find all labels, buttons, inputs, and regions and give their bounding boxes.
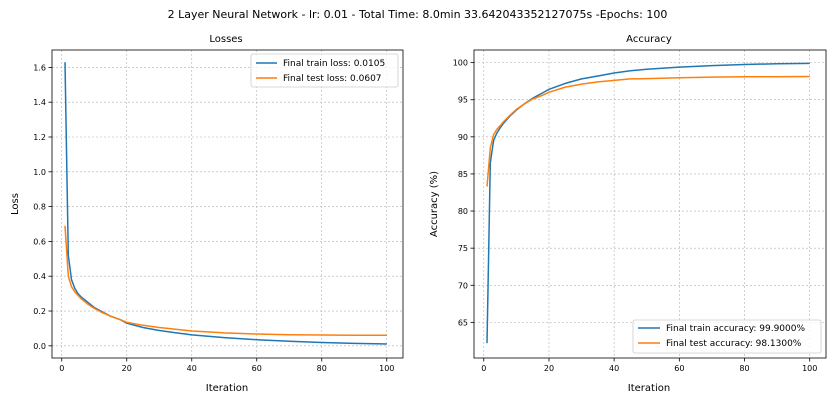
accuracy-xlabel: Iteration [628,383,670,394]
accuracy-xtick-label: 0 [481,364,486,373]
losses-series-test-line [64,225,387,337]
losses-ytick-label: 0.4 [33,272,46,281]
accuracy-panel: Accuracy 0 20 40 60 80 100 65707580859095100 … [429,34,827,394]
losses-xtick-label: 100 [379,364,394,373]
losses-ytick-label: 1.4 [33,98,46,107]
accuracy-yticks: 65 70 75 80 85 90 95 100 [453,59,474,327]
accuracy-xtick-label: 60 [674,364,684,373]
accuracy-xtick-label: 100 [802,364,817,373]
losses-legend-test-label: Final test loss: 0.0607 [283,74,382,84]
accuracy-grid [474,50,826,358]
accuracy-ytick-label: 80 [458,207,468,216]
accuracy-ytick-label: 90 [458,133,468,142]
accuracy-ylabel: Accuracy (%) [429,171,440,237]
losses-ytick-label: 1.0 [33,168,46,177]
accuracy-ytick-label: 85 [458,170,468,179]
figure-title: 2 Layer Neural Network - lr: 0.01 - Tota… [167,8,668,21]
accuracy-title: Accuracy [626,34,672,45]
losses-ytick-label: 0.8 [33,203,46,212]
losses-ytick-label: 0.2 [33,307,46,316]
accuracy-series-train-line [486,62,810,344]
losses-ytick-label: 1.6 [33,63,46,72]
losses-title: Losses [209,34,242,45]
losses-panel: Losses 0 20 40 60 80 100 0.0 0.2 0.4 0.6 0.8 1.0 1.… [10,34,404,394]
losses-grid [52,50,403,358]
accuracy-legend-train-label: Final train accuracy: 99.9000% [666,324,805,334]
accuracy-legend: Final train accuracy: 99.9000% Final tes… [632,319,822,354]
accuracy-series [486,62,810,344]
losses-ytick-label: 0.6 [33,237,46,246]
losses-series [64,62,387,345]
accuracy-legend-box [632,319,822,354]
losses-xtick-label: 0 [59,364,64,373]
accuracy-ytick-label: 95 [458,96,468,105]
accuracy-ytick-label: 70 [458,281,468,290]
losses-legend-train-label: Final train loss: 0.0105 [283,59,385,69]
losses-series-train-line [64,62,387,345]
losses-xtick-label: 80 [317,364,327,373]
accuracy-xticks: 0 20 40 60 80 100 [481,358,817,373]
accuracy-ytick-label: 75 [458,244,468,253]
accuracy-plot-frame [473,49,827,359]
losses-legend: Final train loss: 0.0105 Final test loss… [250,53,399,88]
losses-xtick-label: 60 [252,364,262,373]
losses-xtick-label: 20 [122,364,132,373]
losses-plot-frame [51,49,404,359]
losses-xtick-label: 40 [187,364,197,373]
losses-yticks: 0.0 0.2 0.4 0.6 0.8 1.0 1.2 1.4 1.6 [33,63,52,351]
losses-legend-box [250,53,399,88]
accuracy-series-test-line [486,75,810,187]
losses-ytick-label: 0.0 [33,342,46,351]
accuracy-xtick-label: 80 [739,364,749,373]
losses-ytick-label: 1.2 [33,133,46,142]
accuracy-ytick-label: 100 [453,59,468,68]
accuracy-ytick-label: 65 [458,318,468,327]
losses-xticks: 0 20 40 60 80 100 [59,358,394,373]
losses-ylabel: Loss [10,193,21,215]
accuracy-legend-test-label: Final test accuracy: 98.1300% [666,339,802,349]
losses-xlabel: Iteration [206,383,248,394]
accuracy-xtick-label: 40 [609,364,619,373]
accuracy-xtick-label: 20 [544,364,554,373]
